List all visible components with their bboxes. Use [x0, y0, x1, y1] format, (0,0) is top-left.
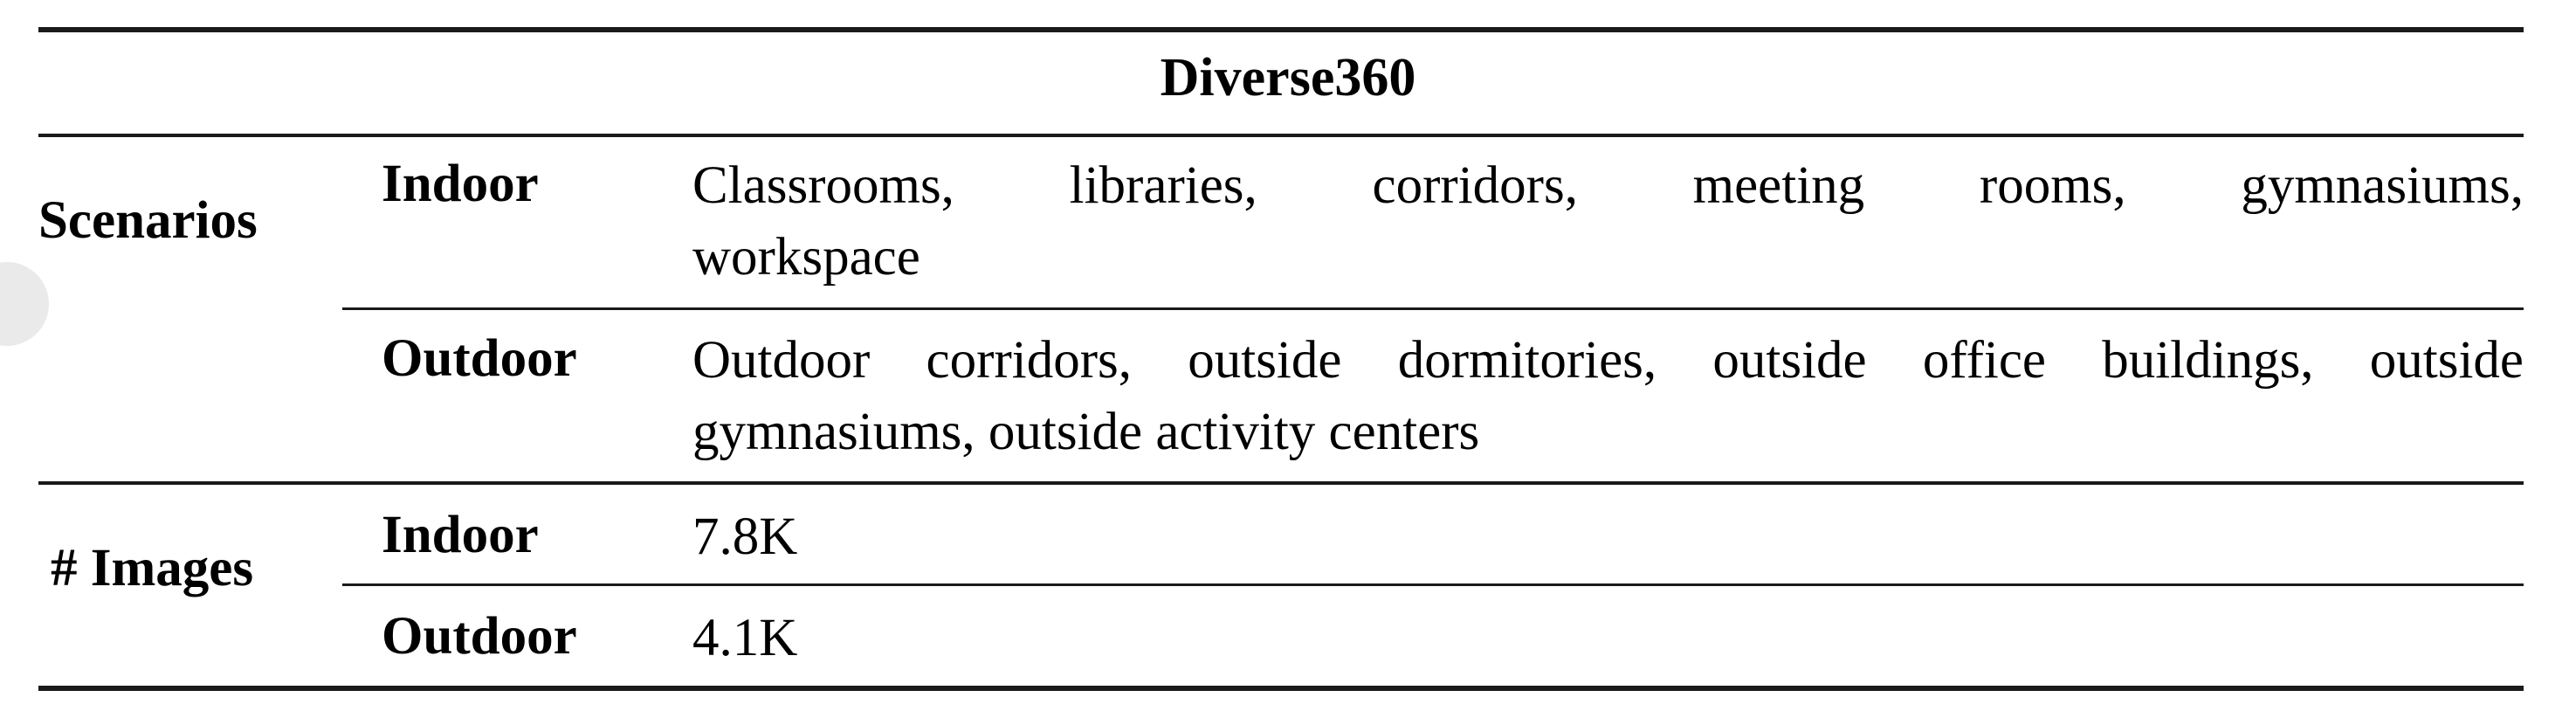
- header-rule: [38, 134, 2524, 137]
- row-value-scenarios-indoor-line2: workspace: [692, 228, 920, 287]
- images-midrule: [342, 583, 2524, 586]
- row-label-images-outdoor: Outdoor: [382, 607, 577, 666]
- top-rule: [38, 27, 2524, 32]
- scenarios-midrule: [342, 307, 2524, 310]
- group-rule: [38, 481, 2524, 485]
- group-label-images: # Images: [51, 539, 254, 597]
- scroll-handle[interactable]: [0, 262, 49, 346]
- row-value-images-outdoor: 4.1K: [692, 609, 798, 667]
- bottom-rule: [38, 686, 2524, 691]
- row-value-scenarios-outdoor-line1: Outdoor corridors, outside dormitories, …: [692, 331, 2524, 390]
- row-value-scenarios-indoor-line1: Classrooms, libraries, corridors, meetin…: [692, 156, 2524, 215]
- row-value-scenarios-outdoor-line2: gymnasiums, outside activity centers: [692, 403, 1480, 461]
- row-value-images-indoor: 7.8K: [692, 507, 798, 566]
- row-label-scenarios-indoor: Indoor: [382, 155, 539, 213]
- row-label-scenarios-outdoor: Outdoor: [382, 329, 577, 388]
- table-title: Diverse360: [1160, 48, 1416, 107]
- group-label-scenarios: Scenarios: [38, 191, 258, 250]
- row-label-images-indoor: Indoor: [382, 506, 539, 564]
